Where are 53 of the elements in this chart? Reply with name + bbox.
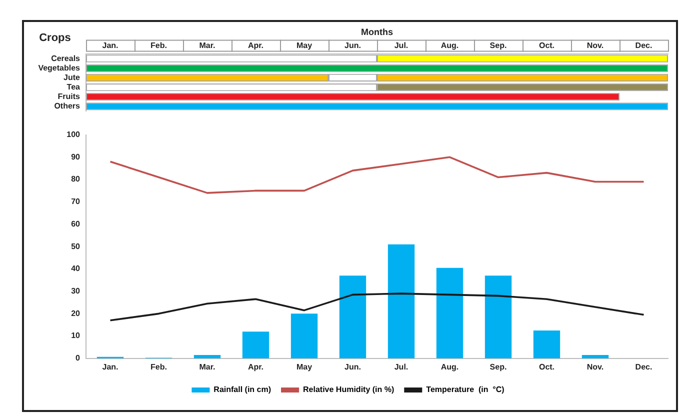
bar bbox=[290, 314, 318, 358]
x-tick-label: Jul. bbox=[394, 362, 408, 372]
text: Dec. bbox=[635, 41, 652, 50]
text: Jan. bbox=[102, 41, 118, 50]
legend-label: Temperature (in °C) bbox=[426, 385, 505, 394]
y-tick-label: 10 bbox=[71, 331, 81, 340]
y-tick-label: 60 bbox=[71, 219, 81, 228]
y-tick-label: 50 bbox=[71, 242, 81, 251]
text: Sep. bbox=[490, 41, 507, 50]
y-tick-label: 90 bbox=[71, 152, 81, 162]
text: Oct. bbox=[538, 41, 555, 50]
y-tick-label: Tea bbox=[66, 82, 81, 92]
x-tick-label: Apr. bbox=[248, 362, 264, 372]
y-tick-label: Jute bbox=[64, 72, 81, 82]
x-tick-label: Jun. bbox=[344, 362, 361, 372]
x-tick-label: Sep. bbox=[490, 362, 507, 372]
y-tick-label: 40 bbox=[71, 264, 81, 274]
legend-label: Relative Humidity (in %) bbox=[303, 385, 394, 394]
x-tick-label: Jan. bbox=[102, 362, 118, 372]
bar bbox=[533, 330, 560, 358]
legend-label: Rainfall (in cm) bbox=[214, 385, 272, 394]
bar bbox=[484, 276, 512, 358]
y-tick-label: Fruits bbox=[58, 92, 81, 102]
bar bbox=[436, 268, 464, 358]
y-tick-label: Vegetables bbox=[38, 63, 81, 72]
y-tick-label: 80 bbox=[71, 174, 81, 184]
y-axis-title: Crops bbox=[39, 32, 71, 44]
x-tick-label: May bbox=[296, 362, 313, 372]
x-tick-label: Feb. bbox=[150, 362, 167, 372]
x-tick-label: Oct. bbox=[538, 362, 555, 372]
y-tick-label: 70 bbox=[71, 197, 81, 206]
text: Aug. bbox=[440, 41, 459, 50]
y-tick-label: 20 bbox=[71, 308, 81, 318]
x-tick-label: Nov. bbox=[586, 362, 604, 372]
y-tick-label: 100 bbox=[66, 130, 81, 140]
x-tick-label: Dec. bbox=[635, 362, 652, 372]
text: Jun. bbox=[344, 41, 361, 50]
bar bbox=[339, 276, 366, 358]
y-tick-label: 0 bbox=[76, 354, 81, 363]
bar bbox=[242, 332, 270, 358]
y-tick-label: Cereals bbox=[51, 54, 81, 63]
bar bbox=[388, 244, 415, 358]
text: Mar. bbox=[199, 41, 216, 50]
y-tick-label: Others bbox=[54, 102, 81, 111]
y-tick-label: 30 bbox=[71, 286, 81, 296]
text: Feb. bbox=[150, 41, 167, 50]
text: Nov. bbox=[586, 41, 604, 50]
x-tick-label: Mar. bbox=[199, 362, 216, 372]
text: Jul. bbox=[394, 41, 408, 50]
text: Apr. bbox=[248, 41, 264, 50]
x-axis-title: Months bbox=[361, 26, 393, 37]
x-tick-label: Aug. bbox=[440, 362, 459, 372]
text: May bbox=[296, 41, 313, 50]
